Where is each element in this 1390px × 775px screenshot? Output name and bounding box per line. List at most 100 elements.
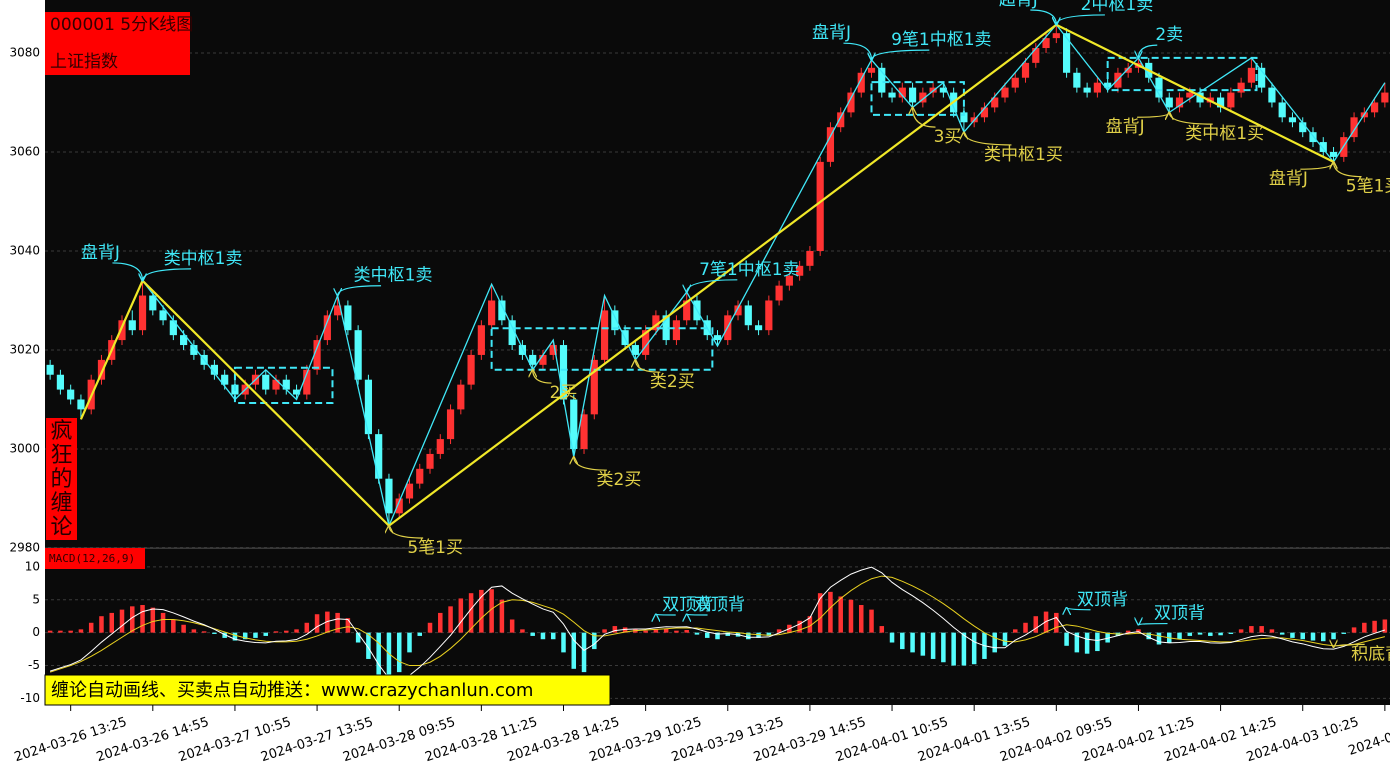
annotation: 7笔1中枢1卖 xyxy=(699,260,799,280)
macd-bar xyxy=(407,632,412,653)
candle-body xyxy=(806,250,814,266)
macd-bar xyxy=(140,605,145,633)
candle-body xyxy=(816,161,824,251)
macd-bar xyxy=(992,632,997,653)
macd-bar xyxy=(58,630,63,633)
macd-bar xyxy=(427,622,433,633)
annotation: 积底背 xyxy=(1351,644,1390,664)
macd-bar xyxy=(191,629,197,633)
macd-bar xyxy=(509,619,515,633)
macd-bar xyxy=(1269,629,1275,633)
candle-body xyxy=(857,72,865,93)
annotation: 2中枢1卖 xyxy=(1081,0,1154,15)
candle-body xyxy=(282,379,290,390)
candle-body xyxy=(1175,97,1184,108)
annotation-arrow xyxy=(143,268,192,281)
macd-bar xyxy=(900,632,905,650)
annotation: 双顶背 xyxy=(662,595,713,615)
candle-body xyxy=(1062,33,1071,73)
annotation: 盘背J xyxy=(1269,169,1308,189)
macd-bar xyxy=(130,606,135,633)
macd-bar xyxy=(1362,622,1367,633)
macd-bar xyxy=(448,606,453,633)
candle-body xyxy=(611,310,619,331)
macd-bar xyxy=(314,614,320,633)
macd-bar xyxy=(1095,632,1100,652)
macd-bar xyxy=(68,630,73,633)
candle-body xyxy=(1258,67,1266,88)
candle-body xyxy=(323,315,331,341)
macd-bar xyxy=(725,632,731,636)
annotation: 9笔1中枢1卖 xyxy=(891,30,991,50)
candle-body xyxy=(385,478,393,514)
annotation-arrow xyxy=(656,614,676,615)
macd-bar xyxy=(920,632,926,656)
macd-bar xyxy=(355,632,361,643)
candle-body xyxy=(1329,151,1338,157)
macd-bar xyxy=(1249,626,1254,633)
macd-bar xyxy=(212,632,217,634)
macd-bar xyxy=(1064,632,1069,646)
candle-body xyxy=(272,379,280,390)
macd-bar xyxy=(109,612,114,633)
candle-body xyxy=(405,483,414,499)
macd-bar xyxy=(838,596,843,633)
candle-body xyxy=(991,97,999,108)
candle-body xyxy=(498,300,506,321)
annotation: 5笔1买 xyxy=(407,538,463,558)
candle-body xyxy=(190,345,198,355)
annotation-arrow xyxy=(1067,608,1091,610)
candle-body xyxy=(631,345,639,355)
candle-body xyxy=(939,87,947,93)
annotation: 类中枢1卖 xyxy=(354,266,433,286)
annotation-arrow xyxy=(687,279,738,292)
macd-bar xyxy=(1341,632,1347,634)
candle-body xyxy=(488,300,496,326)
macd-bar xyxy=(828,591,833,633)
candle-body xyxy=(395,498,403,514)
macd-bar xyxy=(1331,632,1336,640)
macd-bar xyxy=(520,629,525,633)
zhongshu-box xyxy=(1106,56,1258,92)
candle-body xyxy=(1247,67,1255,83)
macd-bar xyxy=(561,632,566,653)
annotation: 2买 xyxy=(550,383,578,403)
candle-body xyxy=(1021,62,1030,78)
candle-body xyxy=(375,434,383,479)
zhongshu-box xyxy=(490,327,714,371)
zhongshu-box xyxy=(233,366,334,404)
candle-body xyxy=(1237,82,1245,93)
candle-body xyxy=(128,320,136,331)
banner: 缠论自动画线、买卖点自动推送：www.crazychanlun.com xyxy=(51,680,533,701)
annotation: 3买 xyxy=(934,127,962,147)
macd-bar xyxy=(160,612,166,633)
candle-body xyxy=(1371,102,1379,113)
banner-box xyxy=(44,674,611,706)
candle-body xyxy=(180,335,188,346)
annotation-arrow xyxy=(1334,162,1362,178)
y-tick-label: -5 xyxy=(28,658,40,672)
candle-body xyxy=(713,335,722,341)
candle-body xyxy=(426,453,434,469)
macd-bar xyxy=(1125,630,1131,633)
annotation: 类中枢1买 xyxy=(984,145,1063,165)
macd-bar xyxy=(797,620,802,633)
candle-body xyxy=(1011,77,1019,88)
candle-body xyxy=(570,399,578,449)
candle-body xyxy=(1268,87,1276,103)
candle-body xyxy=(1032,48,1040,63)
macd-bar xyxy=(663,628,669,633)
candle-body xyxy=(765,300,773,331)
macd-bar xyxy=(396,632,402,673)
macd-bar xyxy=(602,629,607,633)
annotation-arrow xyxy=(635,360,661,373)
candle-body xyxy=(878,67,886,93)
macd-bar xyxy=(581,632,587,673)
macd-bar xyxy=(335,612,340,633)
macd-title: MACD(12,26,9) xyxy=(49,552,135,565)
candle-body xyxy=(118,320,126,341)
macd-bar xyxy=(499,599,505,633)
macd-bar xyxy=(1259,626,1264,633)
macd-bar xyxy=(1177,632,1182,640)
macd-bar xyxy=(119,609,125,633)
